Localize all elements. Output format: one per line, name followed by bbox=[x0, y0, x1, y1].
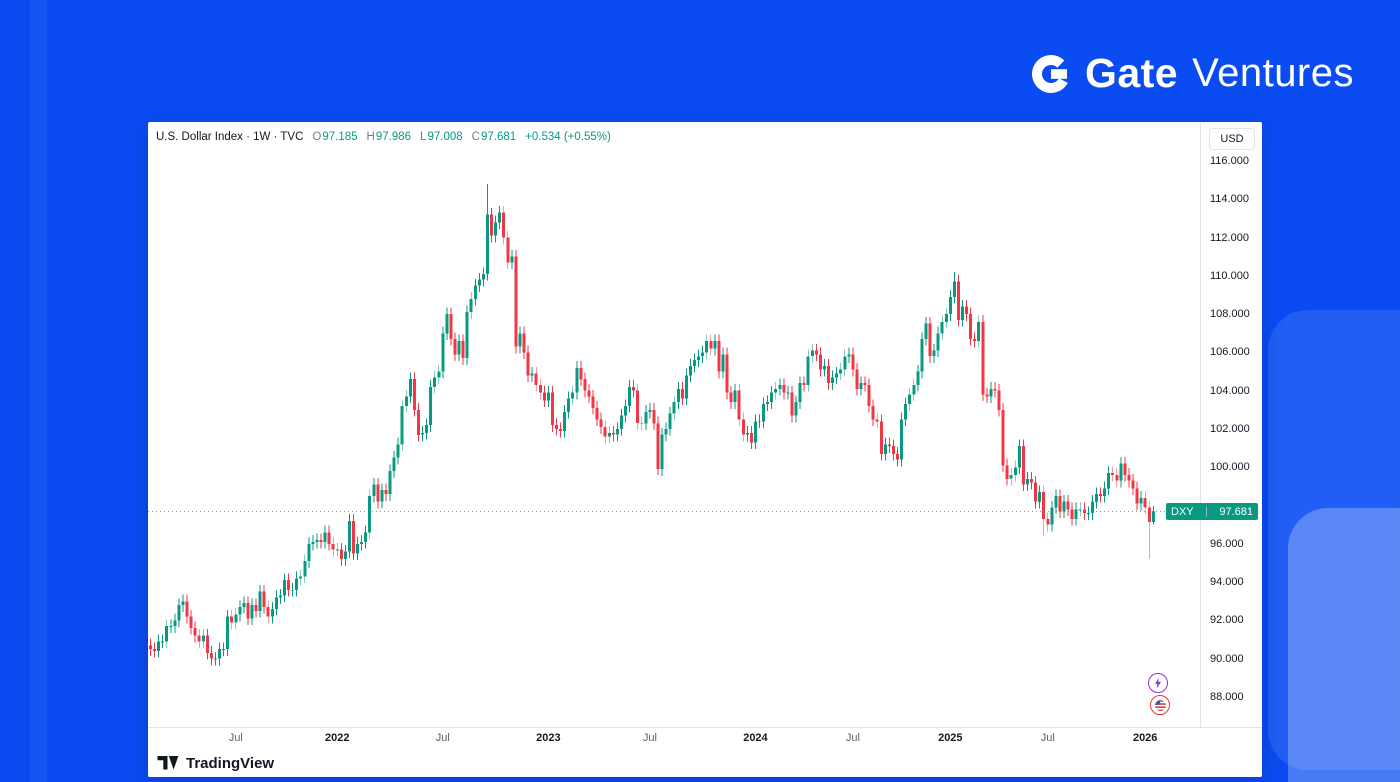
price-axis-label: 96.000 bbox=[1210, 537, 1244, 550]
time-axis-label: Jul bbox=[1040, 732, 1055, 744]
us-flag-icon bbox=[1154, 699, 1166, 711]
lightning-icon bbox=[1155, 677, 1162, 689]
price-axis-label: 102.000 bbox=[1210, 422, 1250, 435]
price-axis-label: 116.000 bbox=[1210, 155, 1249, 168]
last-price-badge: DXY 97.681 bbox=[1166, 503, 1258, 521]
gate-ventures-logo: Gate Ventures bbox=[1029, 50, 1354, 97]
price-axis-label: 90.000 bbox=[1210, 652, 1244, 665]
time-axis-label: Jul bbox=[845, 732, 860, 744]
price-axis-label: 112.000 bbox=[1210, 231, 1249, 244]
brand-name-light: Ventures bbox=[1192, 51, 1354, 95]
badge-price: 97.681 bbox=[1219, 505, 1253, 518]
time-axis-label: 2023 bbox=[536, 732, 561, 744]
time-axis-label: 2024 bbox=[743, 732, 768, 744]
price-axis-label: 104.000 bbox=[1210, 384, 1250, 397]
time-axis-label: Jul bbox=[435, 732, 450, 744]
background-shape-top bbox=[1268, 310, 1400, 770]
price-axis-label: 92.000 bbox=[1210, 614, 1244, 627]
time-axis-label: Jul bbox=[642, 732, 657, 744]
ohlc-high: H 97.986 bbox=[366, 131, 412, 143]
price-axis[interactable]: USD 116.000 114.000 112.000 110.000 108.000 1… bbox=[1200, 122, 1263, 727]
time-axis-label: 2022 bbox=[325, 732, 350, 744]
time-axis-label: Jul bbox=[228, 732, 243, 744]
currency-button[interactable]: USD bbox=[1209, 128, 1255, 150]
candlestick-series bbox=[148, 184, 1200, 666]
tradingview-logo-icon bbox=[157, 756, 179, 770]
tradingview-chart-widget: U.S. Dollar Index · 1W · TVC O 97.185 H 97… bbox=[148, 122, 1262, 777]
background-strip bbox=[30, 0, 47, 782]
symbol-title[interactable]: U.S. Dollar Index · 1W · TVC bbox=[156, 131, 304, 143]
badge-symbol: DXY bbox=[1171, 505, 1194, 518]
price-axis-label: 114.000 bbox=[1210, 193, 1249, 206]
time-axis-label: 2026 bbox=[1132, 732, 1158, 744]
price-axis-label: 108.000 bbox=[1210, 308, 1250, 321]
time-axis[interactable]: Jul 2022 Jul 2023 Jul 2024 Jul 2025 Jul 2026 bbox=[148, 727, 1262, 750]
tradingview-attribution[interactable]: TradingView bbox=[148, 749, 1262, 777]
instant-trading-button[interactable] bbox=[1148, 673, 1168, 693]
background-shape-bottom bbox=[1288, 508, 1400, 782]
brand-name-bold: Gate bbox=[1084, 50, 1179, 96]
gate-logo-icon bbox=[1031, 54, 1070, 93]
badge-divider bbox=[1205, 506, 1207, 518]
chart-plot-area[interactable] bbox=[148, 122, 1200, 727]
ohlc-close: C 97.681 bbox=[471, 131, 517, 143]
change-value: +0.534 (+0.55%) bbox=[525, 131, 611, 143]
ohlc-open: O 97.185 bbox=[312, 131, 358, 143]
price-axis-label: 100.000 bbox=[1210, 461, 1250, 474]
tradingview-logo-text: TradingView bbox=[186, 754, 275, 772]
chart-legend: U.S. Dollar Index · 1W · TVC O 97.185 H 97… bbox=[156, 131, 611, 143]
price-axis-label: 88.000 bbox=[1210, 690, 1244, 703]
price-axis-label: 94.000 bbox=[1210, 576, 1244, 589]
price-axis-label: 110.000 bbox=[1210, 269, 1249, 282]
us-flag-symbol-button[interactable] bbox=[1150, 695, 1170, 715]
time-axis-label: 2025 bbox=[938, 732, 963, 744]
ohlc-low: L 97.008 bbox=[420, 131, 463, 143]
price-axis-label: 106.000 bbox=[1210, 346, 1250, 359]
